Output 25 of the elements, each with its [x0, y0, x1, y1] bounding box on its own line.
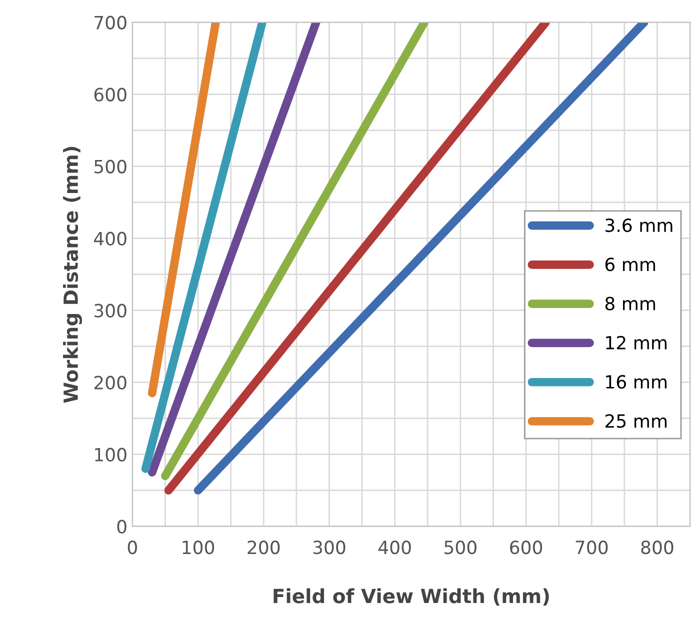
x-tick-label: 800: [641, 540, 674, 554]
y-tick-label: 400: [94, 232, 126, 246]
legend-label: 3.6 mm: [606, 218, 672, 232]
x-tick-label: 200: [248, 540, 280, 554]
y-tick-label: 700: [94, 16, 126, 30]
legend-label: 12 mm: [606, 336, 667, 350]
y-tick-label: 0: [117, 520, 126, 534]
y-tick-label: 600: [94, 88, 126, 102]
y-axis-title: Working Distance (mm): [63, 146, 82, 403]
x-axis-title: Field of View Width (mm): [274, 588, 549, 606]
x-tick-label: 100: [182, 540, 214, 554]
y-tick-label: 100: [95, 448, 126, 462]
x-tick-label: 500: [444, 540, 476, 554]
x-tick-label: 0: [128, 540, 137, 554]
x-tick-label: 300: [313, 540, 346, 554]
x-tick-label: 400: [378, 540, 411, 554]
legend-label: 6 mm: [605, 258, 656, 272]
y-tick-label: 500: [94, 160, 126, 174]
legend-label: 16 mm: [606, 375, 667, 389]
x-tick-label: 700: [576, 540, 608, 554]
x-tick-label: 600: [510, 540, 542, 554]
y-tick-label: 300: [94, 304, 126, 318]
y-tick-label: 200: [94, 376, 126, 390]
legend-label: 8 mm: [605, 296, 656, 310]
legend-label: 25 mm: [605, 414, 667, 428]
